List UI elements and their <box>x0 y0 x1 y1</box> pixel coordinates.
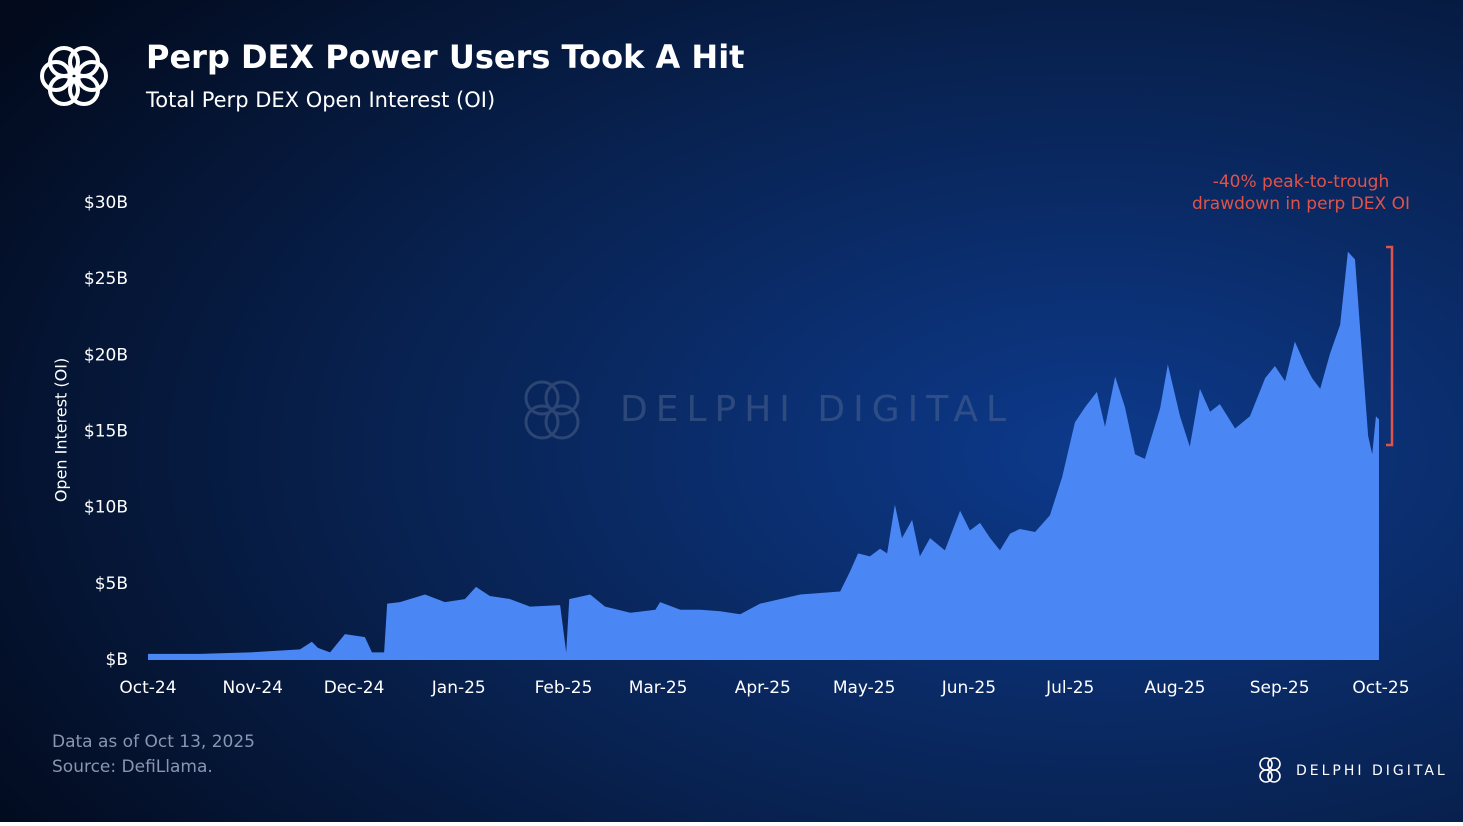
chart-subtitle: Total Perp DEX Open Interest (OI) <box>145 88 495 112</box>
annotation: drawdown in perp DEX OI <box>1192 194 1410 214</box>
annotation-bracket <box>1386 245 1394 447</box>
y-tick-label: $B <box>106 650 128 670</box>
x-tick-label: Dec-24 <box>324 678 385 698</box>
y-tick-label: $30B <box>84 193 128 213</box>
logo <box>40 46 108 106</box>
y-tick-label: $5B <box>95 574 128 594</box>
footnote: Source: DefiLlama. <box>52 757 213 777</box>
x-tick-label: Mar-25 <box>629 678 688 698</box>
watermark: DELPHI DIGITAL <box>620 389 1014 430</box>
x-tick-label: Jul-25 <box>1045 678 1094 698</box>
x-tick-label: May-25 <box>833 678 896 698</box>
x-tick-label: Aug-25 <box>1144 678 1205 698</box>
watermark-logo <box>524 380 580 440</box>
x-tick-label: Sep-25 <box>1250 678 1310 698</box>
y-axis-label: Open Interest (OI) <box>52 358 71 502</box>
annotation: -40% peak-to-trough <box>1213 172 1390 192</box>
y-tick-label: $10B <box>84 498 128 518</box>
y-tick-label: $20B <box>84 345 128 365</box>
x-tick-label: Feb-25 <box>535 678 593 698</box>
area <box>148 251 1379 660</box>
x-tick-label: Oct-24 <box>119 678 176 698</box>
footer-logo <box>1259 757 1281 783</box>
brand: DELPHI DIGITAL <box>1296 763 1448 779</box>
x-tick-label: Nov-24 <box>222 678 283 698</box>
x-tick-label: Oct-25 <box>1352 678 1409 698</box>
y-tick-label: $25B <box>84 269 128 289</box>
y-tick-label: $15B <box>84 422 128 442</box>
x-tick-label: Jan-25 <box>431 678 486 698</box>
x-tick-label: Apr-25 <box>735 678 791 698</box>
chart-title: Perp DEX Power Users Took A Hit <box>146 38 744 76</box>
x-tick-label: Jun-25 <box>941 678 996 698</box>
footnote: Data as of Oct 13, 2025 <box>52 732 255 752</box>
